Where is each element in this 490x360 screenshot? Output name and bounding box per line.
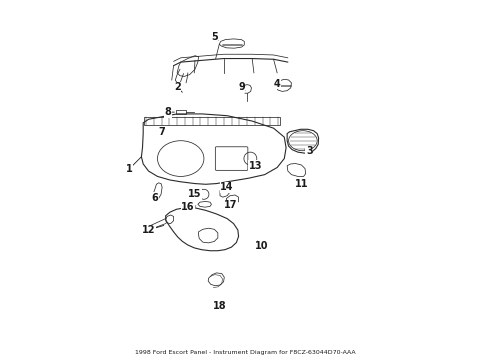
- Text: 17: 17: [224, 200, 238, 210]
- Text: 11: 11: [294, 179, 308, 189]
- Text: 3: 3: [306, 147, 313, 157]
- Text: 1998 Ford Escort Panel - Instrument Diagram for F8CZ-63044D70-AAA: 1998 Ford Escort Panel - Instrument Diag…: [135, 350, 355, 355]
- Text: 10: 10: [255, 241, 269, 251]
- Bar: [176, 110, 186, 114]
- Text: 4: 4: [274, 78, 280, 89]
- Text: 14: 14: [220, 182, 234, 192]
- Text: 6: 6: [151, 193, 158, 203]
- Text: 18: 18: [213, 301, 227, 311]
- Text: 9: 9: [238, 82, 245, 92]
- Text: 7: 7: [158, 127, 165, 137]
- Text: 1: 1: [125, 164, 132, 174]
- Text: 5: 5: [211, 32, 218, 42]
- Text: 12: 12: [142, 225, 155, 235]
- Text: 16: 16: [181, 202, 195, 212]
- Text: 13: 13: [249, 161, 263, 171]
- Text: 2: 2: [174, 82, 180, 92]
- Text: 8: 8: [165, 107, 172, 117]
- Text: 15: 15: [188, 189, 202, 199]
- Bar: [144, 117, 280, 125]
